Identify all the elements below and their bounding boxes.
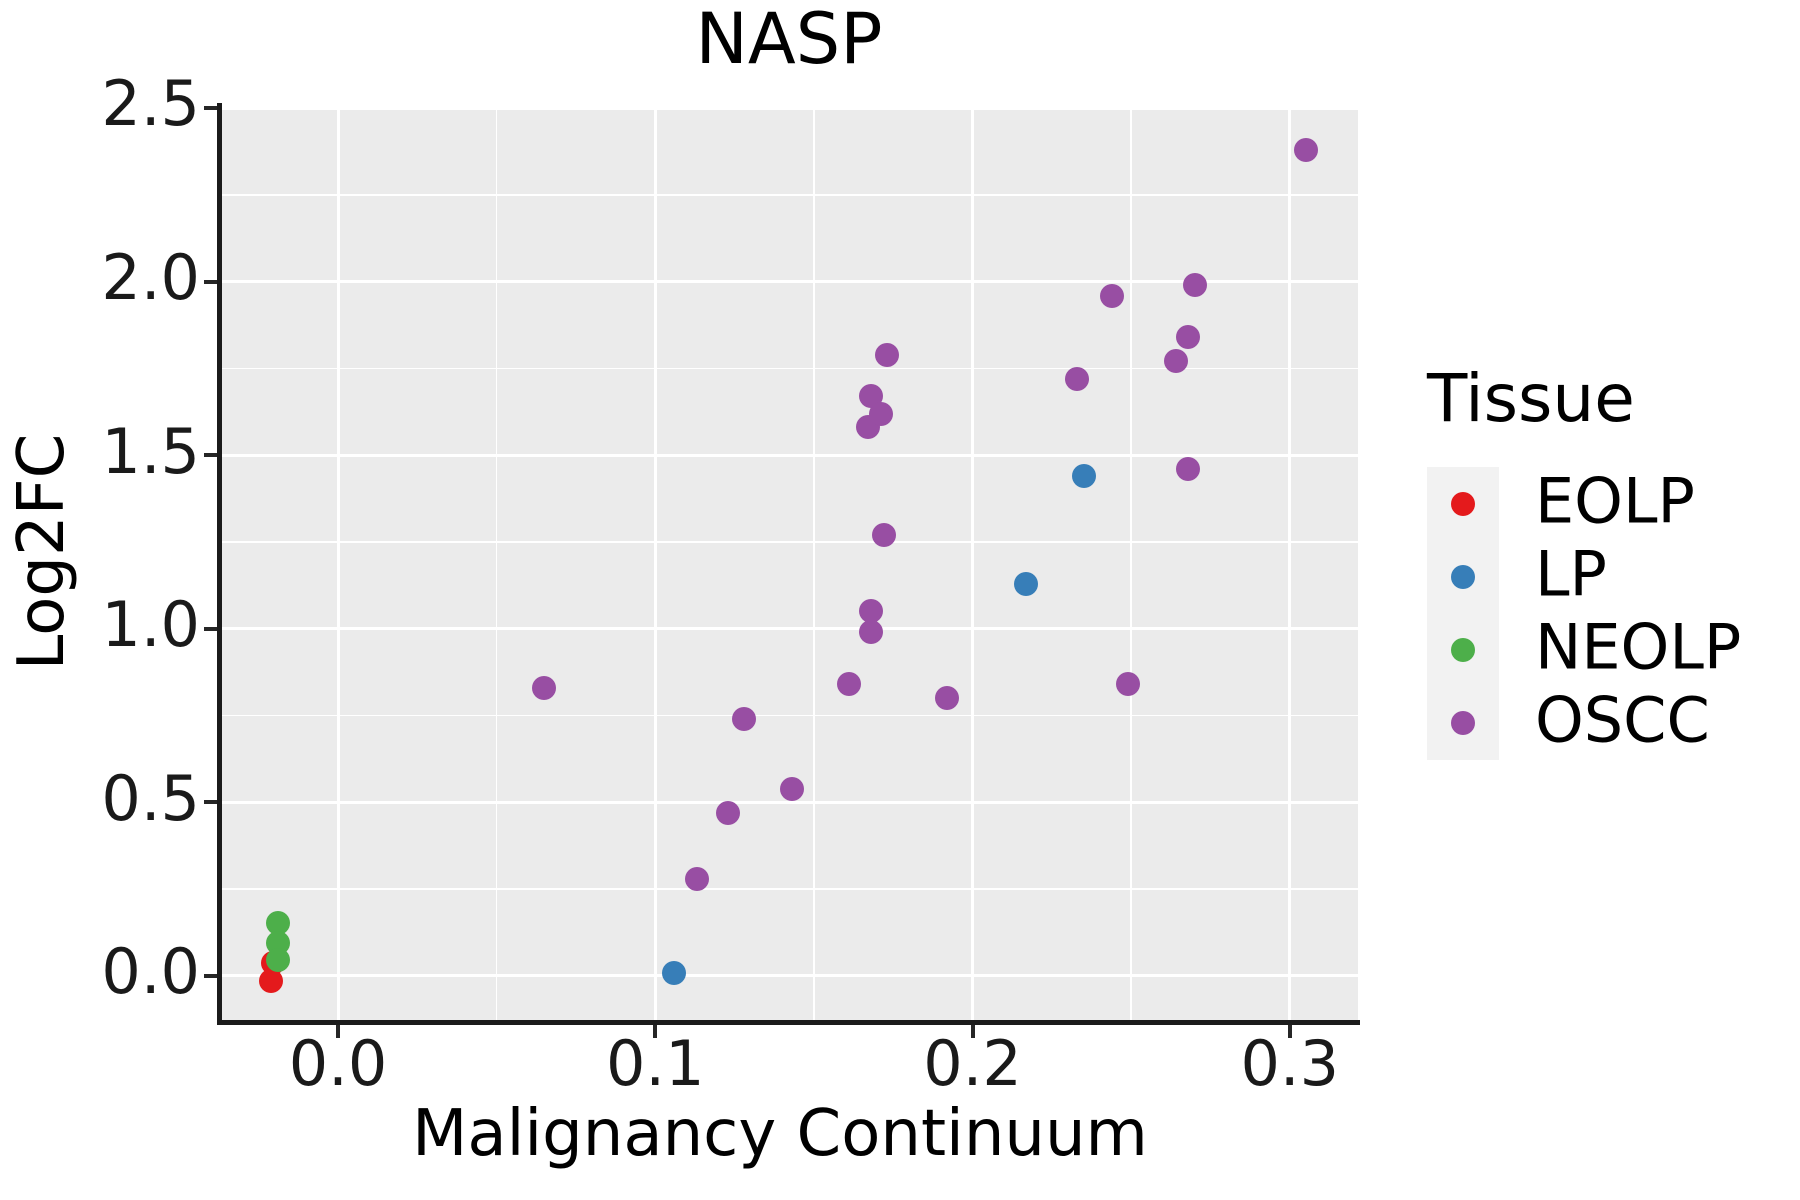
x-tick-mark: [653, 1025, 658, 1038]
plot-panel: [220, 107, 1358, 1022]
x-tick-mark: [336, 1025, 341, 1038]
y-tick-mark: [204, 973, 217, 978]
gridline-x-major: [1288, 107, 1292, 1022]
data-point-oscc: [859, 620, 883, 645]
legend-label: NEOLP: [1535, 610, 1742, 684]
data-point-oscc: [1176, 325, 1201, 350]
data-point-lp: [662, 960, 687, 985]
data-point-oscc: [868, 401, 893, 426]
gridline-x-major: [971, 107, 975, 1022]
legend-label: LP: [1535, 537, 1607, 611]
y-tick-label: 2.0: [101, 240, 200, 314]
data-point-oscc: [859, 599, 883, 624]
data-point-oscc: [1100, 283, 1125, 308]
gridline-y-minor: [220, 193, 1358, 196]
x-tick-label: 0.2: [923, 1027, 1022, 1100]
gridline-y-minor: [220, 367, 1358, 370]
data-point-oscc: [732, 707, 757, 732]
gridline-y-major: [220, 107, 1358, 110]
y-axis-title: Log2FC: [5, 433, 79, 671]
legend-label: EOLP: [1535, 464, 1695, 538]
y-tick-mark: [204, 279, 217, 284]
data-point-oscc: [1065, 366, 1090, 391]
data-point-oscc: [779, 776, 804, 801]
legend-label: OSCC: [1535, 683, 1710, 757]
y-tick-mark: [204, 626, 217, 631]
gridline-x-minor: [1130, 107, 1132, 1022]
x-tick-label: 0.0: [288, 1027, 388, 1100]
legend-item-oscc: OSCC: [1425, 686, 1795, 759]
x-tick-label: 0.3: [1240, 1027, 1340, 1100]
data-point-oscc: [684, 866, 709, 891]
y-tick-mark: [204, 800, 217, 805]
gridline-y-major: [220, 453, 1358, 457]
data-point-oscc: [1163, 349, 1188, 374]
gridline-x-minor: [495, 107, 498, 1022]
data-point-eolp: [259, 968, 284, 993]
y-tick-mark: [204, 106, 217, 111]
x-tick-label: 0.1: [605, 1027, 705, 1100]
gridline-y-major: [220, 800, 1358, 804]
data-point-oscc: [1176, 457, 1201, 482]
legend-dot-lp: [1451, 564, 1475, 589]
gridline-y-major: [220, 280, 1358, 284]
y-tick-label: 0.5: [101, 761, 200, 835]
gridline-x-major: [336, 107, 340, 1022]
data-point-oscc: [532, 675, 557, 700]
y-tick-label: 1.0: [101, 588, 200, 662]
legend-item-eolp: EOLP: [1425, 467, 1795, 540]
gridline-y-major: [220, 627, 1358, 631]
data-point-oscc: [871, 523, 896, 548]
data-point-oscc: [716, 800, 741, 825]
legend-title: Tissue: [1427, 360, 1635, 437]
gridline-y-minor: [220, 714, 1358, 717]
y-axis-spine: [217, 103, 222, 1025]
data-point-oscc: [836, 672, 861, 697]
x-tick-mark: [970, 1025, 975, 1038]
y-tick-label: 0.0: [101, 935, 200, 1009]
y-tick-label: 2.5: [101, 67, 200, 141]
gridline-x-minor: [813, 107, 815, 1022]
legend-dot-eolp: [1451, 491, 1475, 516]
legend-dot-oscc: [1451, 710, 1475, 735]
data-point-neolp: [265, 910, 290, 935]
gridline-y-major: [220, 974, 1358, 978]
data-point-oscc: [935, 686, 960, 711]
x-axis-title: Malignancy Continuum: [412, 1097, 1148, 1171]
data-point-oscc: [874, 342, 899, 367]
legend-dot-neolp: [1451, 637, 1475, 662]
plot-title: NASP: [695, 0, 883, 80]
y-tick-mark: [204, 453, 217, 458]
legend-item-lp: LP: [1425, 540, 1795, 613]
data-point-oscc: [1293, 137, 1318, 162]
data-point-oscc: [1182, 273, 1207, 298]
x-axis-spine: [217, 1020, 1360, 1025]
gridline-y-minor: [220, 541, 1358, 543]
data-point-lp: [1014, 571, 1039, 596]
data-point-oscc: [1115, 672, 1140, 697]
legend-item-neolp: NEOLP: [1425, 613, 1795, 686]
gridline-x-major: [653, 107, 657, 1022]
y-tick-label: 1.5: [101, 414, 200, 488]
data-point-lp: [1071, 464, 1096, 489]
x-tick-mark: [1287, 1025, 1292, 1038]
gridline-y-minor: [220, 888, 1358, 891]
data-point-neolp: [265, 948, 290, 973]
